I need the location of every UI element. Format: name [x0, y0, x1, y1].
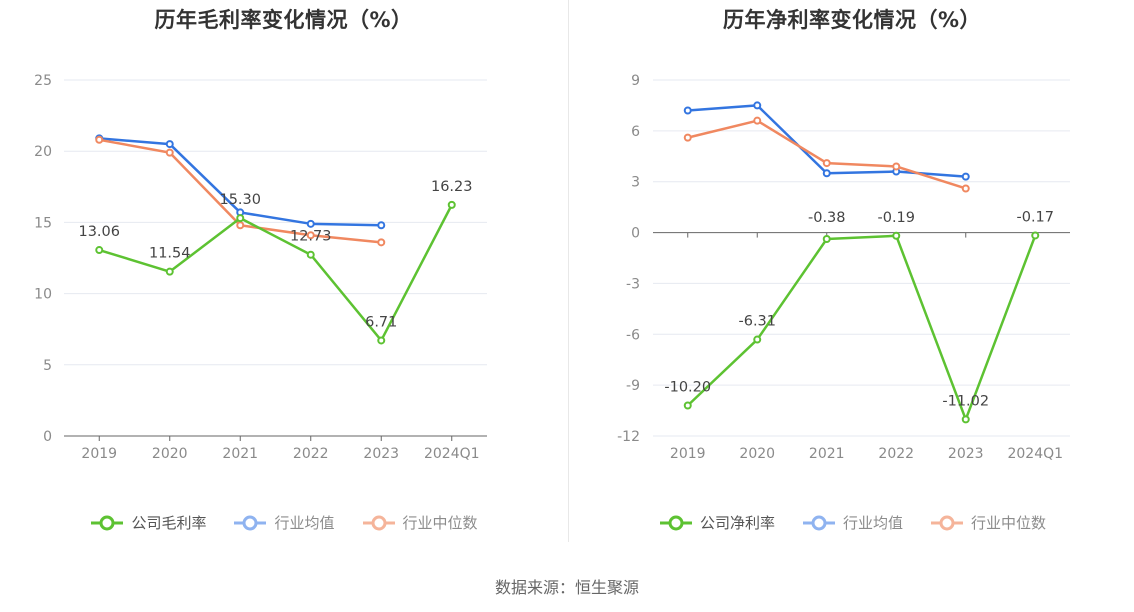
y-tick-label: 9 [631, 73, 640, 89]
y-tick-label: 15 [34, 215, 52, 231]
y-tick-label: 3 [631, 175, 640, 191]
series-line [686, 234, 1037, 421]
legend-item-industry-median[interactable]: 行业中位数 [929, 512, 1046, 533]
gross-margin-chart-panel: 历年毛利率变化情况（%） 0 5 10 15 20 25 2019 2020 2021 2022 2… [0, 0, 567, 548]
data-point[interactable] [822, 169, 831, 178]
net-margin-plot: -12 -9 -6 -3 0 3 6 9 2019 2020 2021 2022 2023 2024Q1 -… [617, 73, 1070, 462]
data-point[interactable] [892, 162, 901, 171]
legend-marker-icon [802, 515, 835, 530]
y-tick-label: 0 [631, 226, 640, 242]
data-point[interactable] [165, 267, 174, 276]
data-label: 12.73 [290, 229, 332, 245]
data-label: 15.30 [219, 192, 261, 208]
legend-marker-icon [91, 515, 124, 530]
y-tick-label: 20 [34, 144, 52, 160]
y-tick-label: 0 [43, 429, 52, 445]
data-label: -0.19 [877, 210, 915, 226]
data-point[interactable] [377, 336, 386, 345]
data-point[interactable] [961, 172, 970, 181]
gross-margin-chart-title: 历年毛利率变化情况（%） [154, 8, 413, 32]
legend-marker-icon [931, 515, 963, 530]
legend-label: 行业中位数 [971, 514, 1047, 532]
x-tick-label: 2020 [152, 446, 188, 462]
y-tick-label: -6 [626, 327, 640, 343]
data-point[interactable] [95, 135, 104, 144]
x-tick-label: 2022 [293, 446, 329, 462]
legend-label: 行业中位数 [402, 514, 478, 532]
data-point[interactable] [961, 184, 970, 193]
x-tick-label: 2023 [363, 446, 399, 462]
y-tick-label: 25 [34, 73, 52, 89]
data-point[interactable] [306, 250, 315, 259]
panel-divider [568, 0, 569, 542]
net-margin-chart-title: 历年净利率变化情况（%） [722, 8, 982, 32]
data-point[interactable] [892, 231, 901, 240]
data-label: -0.38 [808, 210, 846, 226]
net-margin-chart-panel: 历年净利率变化情况（%） -12 -9 -6 -3 0 3 6 9 2019 2020 2021 20… [570, 0, 1134, 548]
legend-label: 行业均值 [274, 514, 335, 532]
data-point[interactable] [683, 401, 692, 410]
y-tick-label: -12 [617, 429, 640, 445]
data-point[interactable] [961, 415, 970, 424]
legend-marker-icon [362, 515, 395, 530]
x-tick-label: 2019 [670, 446, 706, 462]
data-label: 13.06 [78, 224, 120, 240]
data-point[interactable] [306, 219, 315, 228]
gross-margin-plot: 0 5 10 15 20 25 2019 2020 2021 2022 2023 2024Q1 13.0… [34, 73, 487, 462]
data-point[interactable] [1031, 231, 1040, 240]
data-point[interactable] [447, 200, 456, 209]
x-tick-label: 2024Q1 [424, 446, 480, 462]
gross-margin-legend: 公司毛利率 行业均值 行业中位数 [0, 512, 567, 533]
legend-marker-icon [234, 515, 267, 530]
data-source-note: 数据来源：恒生聚源 [494, 578, 639, 597]
x-tick-label: 2020 [739, 446, 775, 462]
data-label: 16.23 [431, 179, 473, 195]
data-point[interactable] [236, 214, 245, 223]
data-point[interactable] [236, 221, 245, 230]
data-label: -10.20 [664, 379, 711, 395]
legend-item-industry-median[interactable]: 行业中位数 [361, 512, 478, 533]
y-tick-label: -9 [626, 378, 640, 394]
x-tick-label: 2021 [809, 446, 845, 462]
data-label: 6.71 [365, 314, 397, 330]
data-label: 11.54 [149, 246, 191, 262]
data-point[interactable] [165, 148, 174, 157]
y-tick-label: 5 [43, 358, 52, 374]
legend-label: 公司毛利率 [131, 514, 207, 532]
data-label: -0.17 [1016, 209, 1054, 225]
legend-item-industry-avg[interactable]: 行业均值 [232, 512, 335, 533]
data-point[interactable] [683, 133, 692, 142]
legend-label: 行业均值 [842, 514, 903, 532]
net-margin-legend: 公司净利率 行业均值 行业中位数 [570, 512, 1134, 533]
series-line [98, 204, 453, 342]
y-tick-label: -3 [626, 276, 640, 292]
x-tick-label: 2023 [948, 446, 984, 462]
x-tick-label: 2024Q1 [1007, 446, 1063, 462]
y-tick-label: 6 [631, 124, 640, 140]
legend-item-company-gross-margin[interactable]: 公司毛利率 [89, 512, 206, 533]
x-tick-label: 2021 [222, 446, 258, 462]
data-label: -6.31 [738, 314, 776, 330]
data-point[interactable] [753, 116, 762, 125]
y-tick-label: 10 [34, 287, 52, 303]
legend-marker-icon [659, 515, 692, 530]
x-tick-label: 2019 [81, 446, 117, 462]
data-point[interactable] [822, 235, 831, 244]
data-point[interactable] [753, 335, 762, 344]
data-point[interactable] [377, 238, 386, 247]
data-point[interactable] [683, 106, 692, 115]
legend-item-company-net-margin[interactable]: 公司净利率 [658, 512, 775, 533]
data-point[interactable] [822, 159, 831, 168]
data-point[interactable] [165, 140, 174, 149]
data-point[interactable] [306, 231, 315, 240]
legend-label: 公司净利率 [699, 514, 775, 532]
data-point[interactable] [377, 221, 386, 230]
data-point[interactable] [753, 101, 762, 110]
data-label: -11.02 [942, 393, 989, 409]
data-point[interactable] [95, 246, 104, 255]
legend-item-industry-avg[interactable]: 行业均值 [801, 512, 903, 533]
x-tick-label: 2022 [878, 446, 914, 462]
